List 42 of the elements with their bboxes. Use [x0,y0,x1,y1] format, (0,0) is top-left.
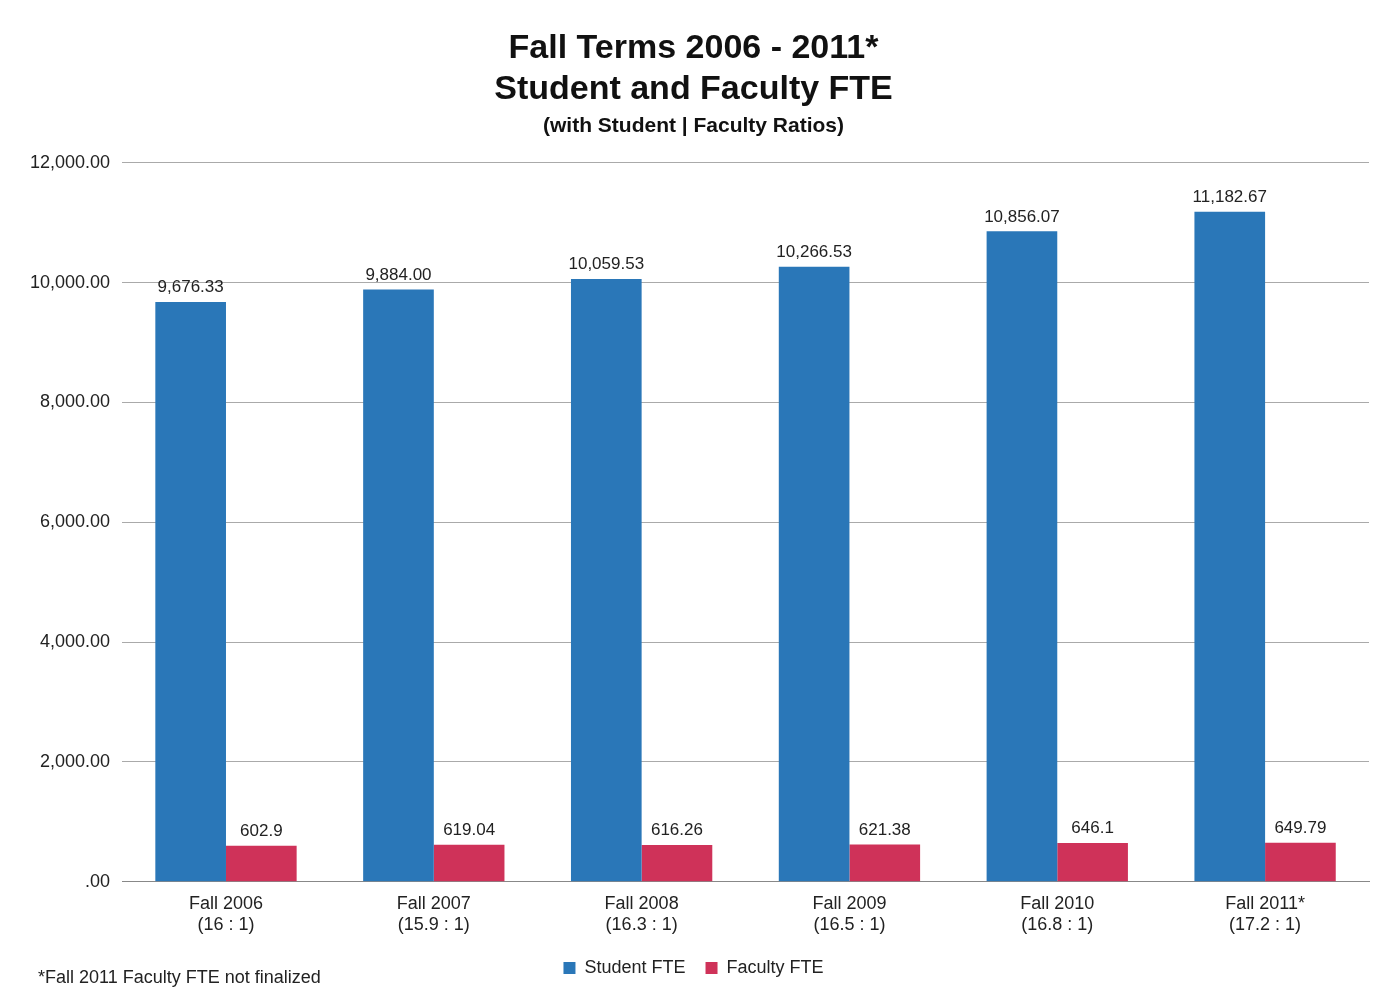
legend-label: Student FTE [584,956,686,977]
y-tick-label: 2,000.00 [40,750,111,771]
bar [1265,842,1336,882]
data-label: 616.26 [650,820,703,840]
data-label: 10,856.07 [984,206,1060,226]
bar [1194,211,1266,882]
bar [155,302,226,882]
bar [1057,843,1128,882]
y-tick-label: 8,000.00 [40,391,111,412]
data-label: 10,266.53 [776,241,852,261]
y-tick-label: 4,000.00 [40,631,111,652]
x-tick-label: Fall 2011* (17.2 : 1) [1225,892,1305,935]
data-label: 619.04 [443,819,496,839]
legend-label: Faculty FTE [726,956,824,977]
bar [225,845,297,882]
data-label: 602.9 [240,820,283,840]
y-tick-label: 10,000.00 [30,271,111,292]
x-tick-label: Fall 2009 (16.5 : 1) [812,892,887,935]
data-label: 9,676.33 [157,277,224,297]
x-tick-label: Fall 2006 (16 : 1) [188,892,264,935]
y-tick-label: .00 [85,870,111,891]
bar [570,279,642,882]
text: *Fall 2011 Faculty FTE not finalized [38,966,321,987]
x-tick-label: Fall 2010 (16.8 : 1) [1020,892,1095,935]
bar [433,844,505,882]
y-tick-label: 12,000.00 [30,151,111,172]
bar [778,266,850,882]
data-label: 646.1 [1071,818,1114,838]
x-tick-label: Fall 2007 (15.9 : 1) [396,892,471,935]
data-label: 649.79 [1274,818,1327,838]
bar [363,289,434,882]
x-tick-label: Fall 2008 (16.3 : 1) [604,892,679,935]
y-tick-label: 6,000.00 [40,511,111,532]
chart-title: Fall Terms 2006 - 2011* Student and Faculty FTE [494,26,893,106]
data-label: 10,059.53 [568,254,645,274]
data-label: 9,884.00 [365,264,432,284]
chart-subtitle: (with Student | Faculty Ratios) [542,113,845,136]
bar [849,844,921,882]
data-label: 621.38 [858,819,911,839]
bar [641,844,713,882]
data-label: 11,182.67 [1192,186,1267,206]
bar [986,231,1058,882]
